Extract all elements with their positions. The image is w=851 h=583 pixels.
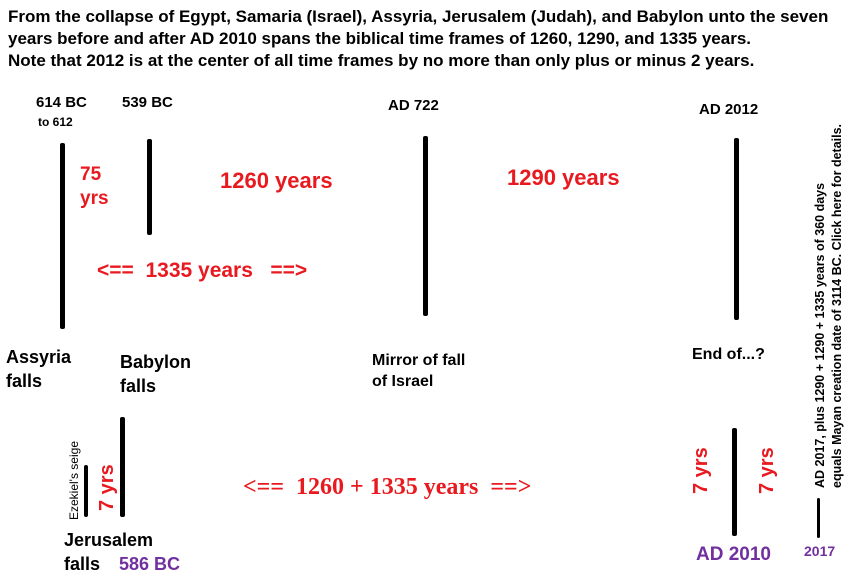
bar-ad-2012: [734, 138, 739, 320]
event-babylon-line1: Babylon: [120, 352, 192, 372]
event-jerusalem-falls: Jerusalem falls: [64, 528, 153, 576]
side-note-line1[interactable]: AD 2017, plus 1290 + 1290 + 1335 years o…: [813, 182, 827, 488]
date-ad-2010: AD 2010: [696, 544, 771, 565]
event-assyria-falls: Assyria falls: [6, 345, 71, 393]
event-jerusalem-line1: Jerusalem: [64, 530, 154, 550]
span-1260-plus-1335: <== 1260 + 1335 years ==>: [243, 474, 532, 500]
event-assyria-line2: falls: [6, 371, 43, 391]
header-text: From the collapse of Egypt, Samaria (Isr…: [8, 6, 848, 72]
bar-614-bc: [60, 143, 65, 329]
span-75-years: 75 yrs: [80, 163, 109, 211]
event-end-of: End of...?: [692, 346, 765, 363]
event-mirror-line2: of Israel: [372, 373, 434, 390]
date-614-sub: to 612: [38, 115, 73, 129]
date-ad-2012: AD 2012: [699, 101, 759, 118]
event-babylon-falls: Babylon falls: [120, 350, 191, 398]
bar-jerusalem: [120, 417, 125, 517]
side-note-link[interactable]: AD 2017, plus 1290 + 1290 + 1335 years o…: [812, 124, 846, 488]
span-1260-years: 1260 years: [220, 168, 333, 193]
date-2017: 2017: [804, 543, 836, 559]
event-mirror-line1: Mirror of fall: [372, 352, 466, 369]
event-mirror-of-fall: Mirror of fall of Israel: [372, 350, 465, 392]
bar-ezekiel-seige: [84, 465, 88, 517]
header-line-2: years before and after AD 2010 spans the…: [8, 29, 752, 48]
date-586-bc: 586 BC: [119, 554, 181, 574]
span-75-number: 75: [80, 164, 102, 185]
span-75-unit: yrs: [80, 188, 109, 209]
span-1290-years: 1290 years: [507, 165, 620, 190]
header-line-3: Note that 2012 is at the center of all t…: [8, 51, 755, 70]
bar-2017: [817, 498, 820, 538]
span-7-years-right: 7 yrs: [756, 447, 778, 494]
event-assyria-line1: Assyria: [6, 347, 72, 367]
bar-ad-2010: [732, 428, 737, 536]
bar-539-bc: [147, 139, 152, 235]
span-1335-years: <== 1335 years ==>: [97, 259, 308, 282]
bar-ad-722: [423, 136, 428, 316]
date-539-bc: 539 BC: [122, 94, 173, 111]
date-614-bc: 614 BC: [36, 94, 87, 111]
event-babylon-line2: falls: [120, 376, 157, 396]
span-7-years-mid: 7 yrs: [690, 447, 712, 494]
side-note-line2[interactable]: equals Mayan creation date of 3114 BC. C…: [830, 123, 844, 488]
header-line-1: From the collapse of Egypt, Samaria (Isr…: [8, 7, 829, 26]
date-ad-722: AD 722: [388, 97, 439, 114]
span-7-years-left: 7 yrs: [96, 464, 118, 511]
label-ezekiel-seige: Ezekiel's seige: [67, 441, 81, 520]
event-jerusalem-line2: falls: [64, 554, 101, 574]
